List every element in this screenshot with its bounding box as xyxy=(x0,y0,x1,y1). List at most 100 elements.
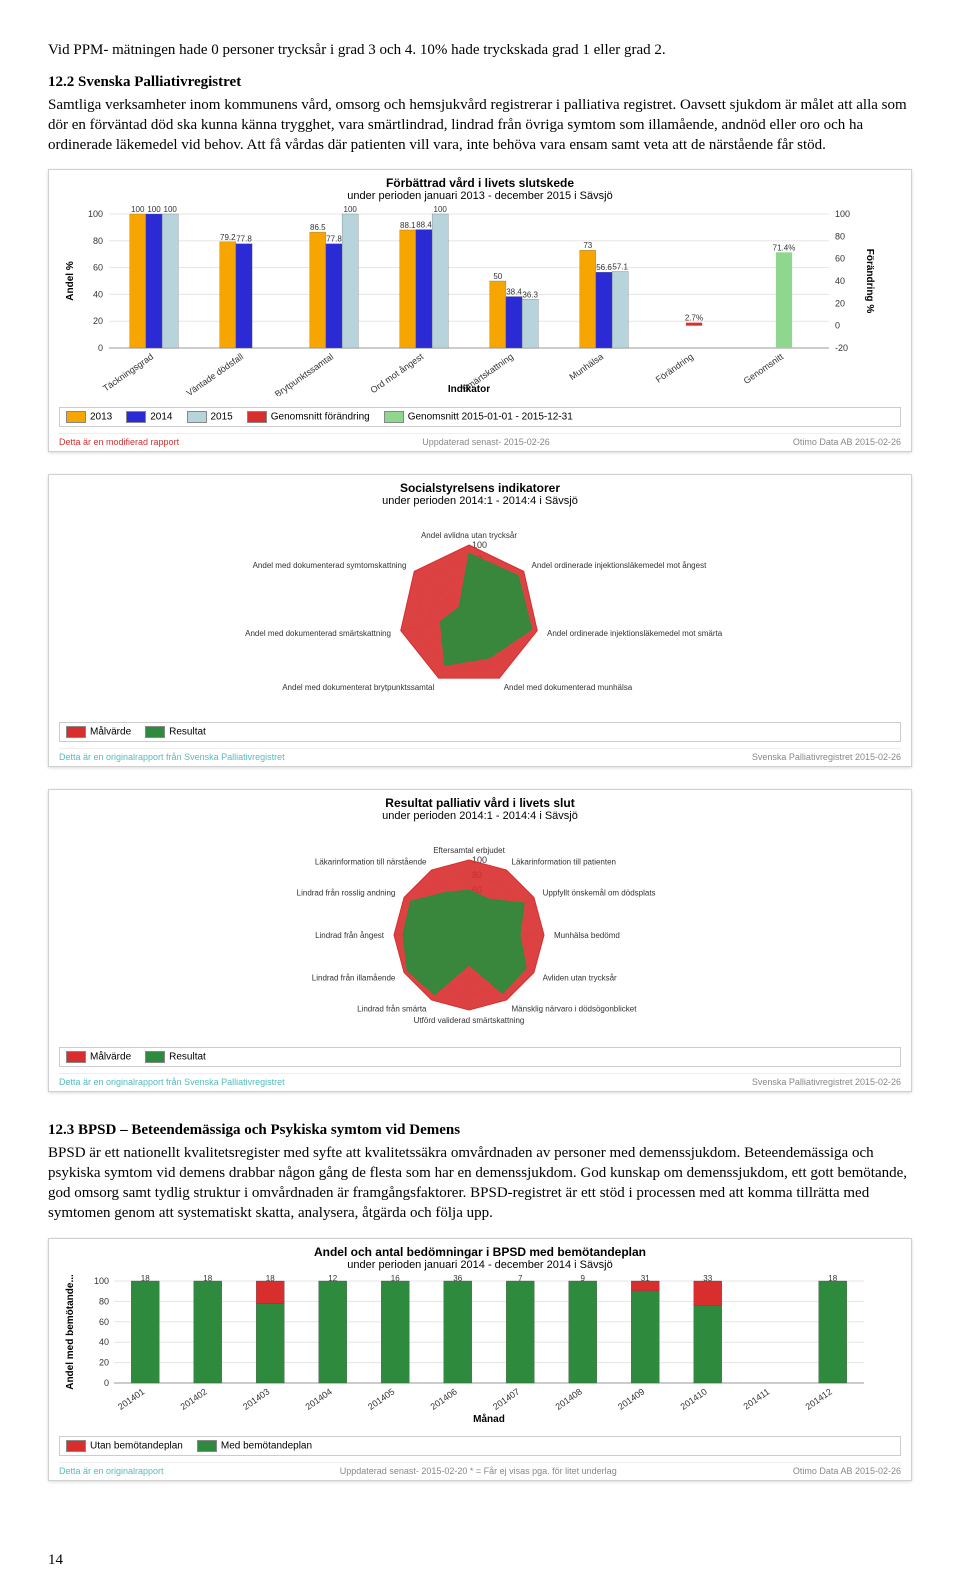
svg-text:7: 7 xyxy=(518,1275,523,1283)
page-number: 14 xyxy=(48,1552,63,1569)
svg-text:201408: 201408 xyxy=(554,1386,584,1411)
chart3-foot-right: Svenska Palliativregistret 2015-02-26 xyxy=(752,1077,901,1087)
svg-text:Lindrad från illamående: Lindrad från illamående xyxy=(312,974,396,983)
svg-text:77.8: 77.8 xyxy=(326,235,342,244)
svg-text:2.7%: 2.7% xyxy=(685,314,703,323)
svg-text:60: 60 xyxy=(93,263,103,273)
svg-text:36: 36 xyxy=(453,1275,462,1283)
svg-text:20: 20 xyxy=(93,316,103,326)
svg-text:Andel avlidna utan trycksår: Andel avlidna utan trycksår xyxy=(421,531,517,540)
svg-text:Läkarinformation till patiente: Läkarinformation till patienten xyxy=(512,858,617,867)
svg-text:100: 100 xyxy=(94,1276,109,1286)
svg-text:40: 40 xyxy=(93,290,103,300)
svg-text:100: 100 xyxy=(344,206,358,214)
svg-text:0: 0 xyxy=(835,321,840,331)
chart3-foot-left: Detta är en originalrapport från Svenska… xyxy=(59,1077,285,1087)
svg-text:73: 73 xyxy=(583,241,592,250)
svg-text:201412: 201412 xyxy=(804,1386,834,1411)
chart1-updated: Uppdaterad senast- 2015-02-26 xyxy=(422,437,550,447)
svg-text:16: 16 xyxy=(391,1275,400,1283)
svg-text:80: 80 xyxy=(99,1296,109,1306)
svg-text:Brytpunktssamtal: Brytpunktssamtal xyxy=(273,352,335,397)
chart1-modified-note: Detta är en modifierad rapport xyxy=(59,437,179,447)
svg-text:Indikator: Indikator xyxy=(448,384,490,395)
svg-text:18: 18 xyxy=(203,1275,212,1283)
chart1-source: Otimo Data AB 2015-02-26 xyxy=(793,437,901,447)
svg-text:Lindrad från ångest: Lindrad från ångest xyxy=(315,931,385,940)
svg-text:Väntade dödsfall: Väntade dödsfall xyxy=(184,352,245,397)
svg-text:100: 100 xyxy=(434,206,448,214)
svg-text:Förändring %: Förändring % xyxy=(864,249,875,314)
svg-text:Andel med dokumenterad munhäls: Andel med dokumenterad munhälsa xyxy=(504,683,633,692)
chart2-svg: Andel avlidna utan trycksår Andel ordiner… xyxy=(59,511,879,711)
svg-text:50: 50 xyxy=(493,272,502,281)
svg-text:Munhälsa: Munhälsa xyxy=(567,352,605,383)
svg-text:201404: 201404 xyxy=(304,1386,334,1411)
svg-text:201405: 201405 xyxy=(366,1386,396,1411)
svg-text:201402: 201402 xyxy=(179,1386,209,1411)
svg-text:Utförd validerad smärtskattnin: Utförd validerad smärtskattning xyxy=(414,1016,525,1025)
svg-text:Andel med bemötande...: Andel med bemötande... xyxy=(65,1275,76,1390)
svg-text:80: 80 xyxy=(835,232,845,242)
svg-text:201407: 201407 xyxy=(491,1386,521,1411)
chart4-foot-right: Otimo Data AB 2015-02-26 xyxy=(793,1466,901,1476)
svg-text:18: 18 xyxy=(141,1275,150,1283)
svg-text:80: 80 xyxy=(93,236,103,246)
svg-text:77.8: 77.8 xyxy=(236,235,252,244)
svg-text:12: 12 xyxy=(328,1275,337,1283)
svg-text:36.3: 36.3 xyxy=(522,291,538,300)
chart4-legend: Utan bemötandeplanMed bemötandeplan xyxy=(59,1436,901,1456)
svg-text:100: 100 xyxy=(835,209,850,219)
svg-text:100: 100 xyxy=(88,209,103,219)
svg-text:56.6: 56.6 xyxy=(596,263,612,272)
chart4-subtitle: under perioden januari 2014 - december 2… xyxy=(59,1259,901,1271)
svg-text:Andel ordinerade injektionsläk: Andel ordinerade injektionsläkemedel mot… xyxy=(532,561,708,570)
svg-text:40: 40 xyxy=(99,1337,109,1347)
svg-text:Månad: Månad xyxy=(473,1413,505,1425)
svg-text:31: 31 xyxy=(641,1275,650,1283)
svg-text:201401: 201401 xyxy=(116,1386,146,1411)
svg-text:60: 60 xyxy=(835,254,845,264)
svg-text:201411: 201411 xyxy=(742,1386,772,1411)
svg-text:0: 0 xyxy=(98,343,103,353)
chart4-foot-mid: Uppdaterad senast- 2015-02-20 * = Får ej… xyxy=(340,1466,617,1476)
svg-text:-20: -20 xyxy=(835,343,848,353)
section-12-2-heading: 12.2 Svenska Palliativregistret xyxy=(48,72,912,92)
svg-text:Förändring: Förändring xyxy=(654,352,695,385)
svg-text:Läkarinformation till närståen: Läkarinformation till närstående xyxy=(315,858,427,867)
chart-forbattrad-vard: Förbättrad vård i livets slutskede under… xyxy=(48,169,912,452)
svg-text:Andel med dokumenterad smärtsk: Andel med dokumenterad smärtskattning xyxy=(245,629,391,638)
chart-socialstyrelsen: Socialstyrelsens indikatorer under perio… xyxy=(48,474,912,767)
svg-text:Eftersamtal erbjudet: Eftersamtal erbjudet xyxy=(433,846,505,855)
ppm-paragraph: Vid PPM- mätningen hade 0 personer tryck… xyxy=(48,40,912,60)
svg-text:Andel ordinerade injektionsläk: Andel ordinerade injektionsläkemedel mot… xyxy=(547,629,723,638)
chart3-subtitle: under perioden 2014:1 - 2014:4 i Sävsjö xyxy=(59,810,901,822)
svg-text:Andel %: Andel % xyxy=(65,261,76,301)
svg-text:Genomsnitt: Genomsnitt xyxy=(742,351,786,386)
svg-text:9: 9 xyxy=(581,1275,586,1283)
chart4-foot-left: Detta är en originalrapport xyxy=(59,1466,164,1476)
chart1-title: Förbättrad vård i livets slutskede xyxy=(59,176,901,190)
svg-text:Uppfyllt önskemål om dödsplats: Uppfyllt önskemål om dödsplats xyxy=(543,889,656,898)
svg-text:33: 33 xyxy=(703,1275,712,1283)
section-12-3-body: BPSD är ett nationellt kvalitetsregister… xyxy=(48,1143,912,1224)
svg-text:100: 100 xyxy=(131,206,145,214)
section-12-3-heading: 12.3 BPSD – Beteendemässiga och Psykiska… xyxy=(48,1120,912,1140)
svg-text:88.1: 88.1 xyxy=(400,221,416,230)
svg-text:Mänsklig närvaro i dödsögonbli: Mänsklig närvaro i dödsögonblicket xyxy=(512,1005,638,1014)
svg-text:Lindrad från smärta: Lindrad från smärta xyxy=(357,1005,427,1014)
chart2-foot-left: Detta är en originalrapport från Svenska… xyxy=(59,752,285,762)
svg-text:201410: 201410 xyxy=(679,1386,709,1411)
chart2-legend: MålvärdeResultat xyxy=(59,722,901,742)
chart2-subtitle: under perioden 2014:1 - 2014:4 i Sävsjö xyxy=(59,495,901,507)
svg-text:Andel med dokumenterat brytpun: Andel med dokumenterat brytpunktssamtal xyxy=(282,683,434,692)
chart3-title: Resultat palliativ vård i livets slut xyxy=(59,796,901,810)
chart2-title: Socialstyrelsens indikatorer xyxy=(59,481,901,495)
chart4-title: Andel och antal bedömningar i BPSD med b… xyxy=(59,1245,901,1259)
svg-text:57.1: 57.1 xyxy=(612,263,628,272)
chart-resultat-palliativ: Resultat palliativ vård i livets slut un… xyxy=(48,789,912,1092)
chart2-foot-right: Svenska Palliativregistret 2015-02-26 xyxy=(752,752,901,762)
chart1-legend: 201320142015Genomsnitt förändringGenomsn… xyxy=(59,407,901,427)
svg-text:20: 20 xyxy=(99,1357,109,1367)
chart3-legend: MålvärdeResultat xyxy=(59,1047,901,1067)
